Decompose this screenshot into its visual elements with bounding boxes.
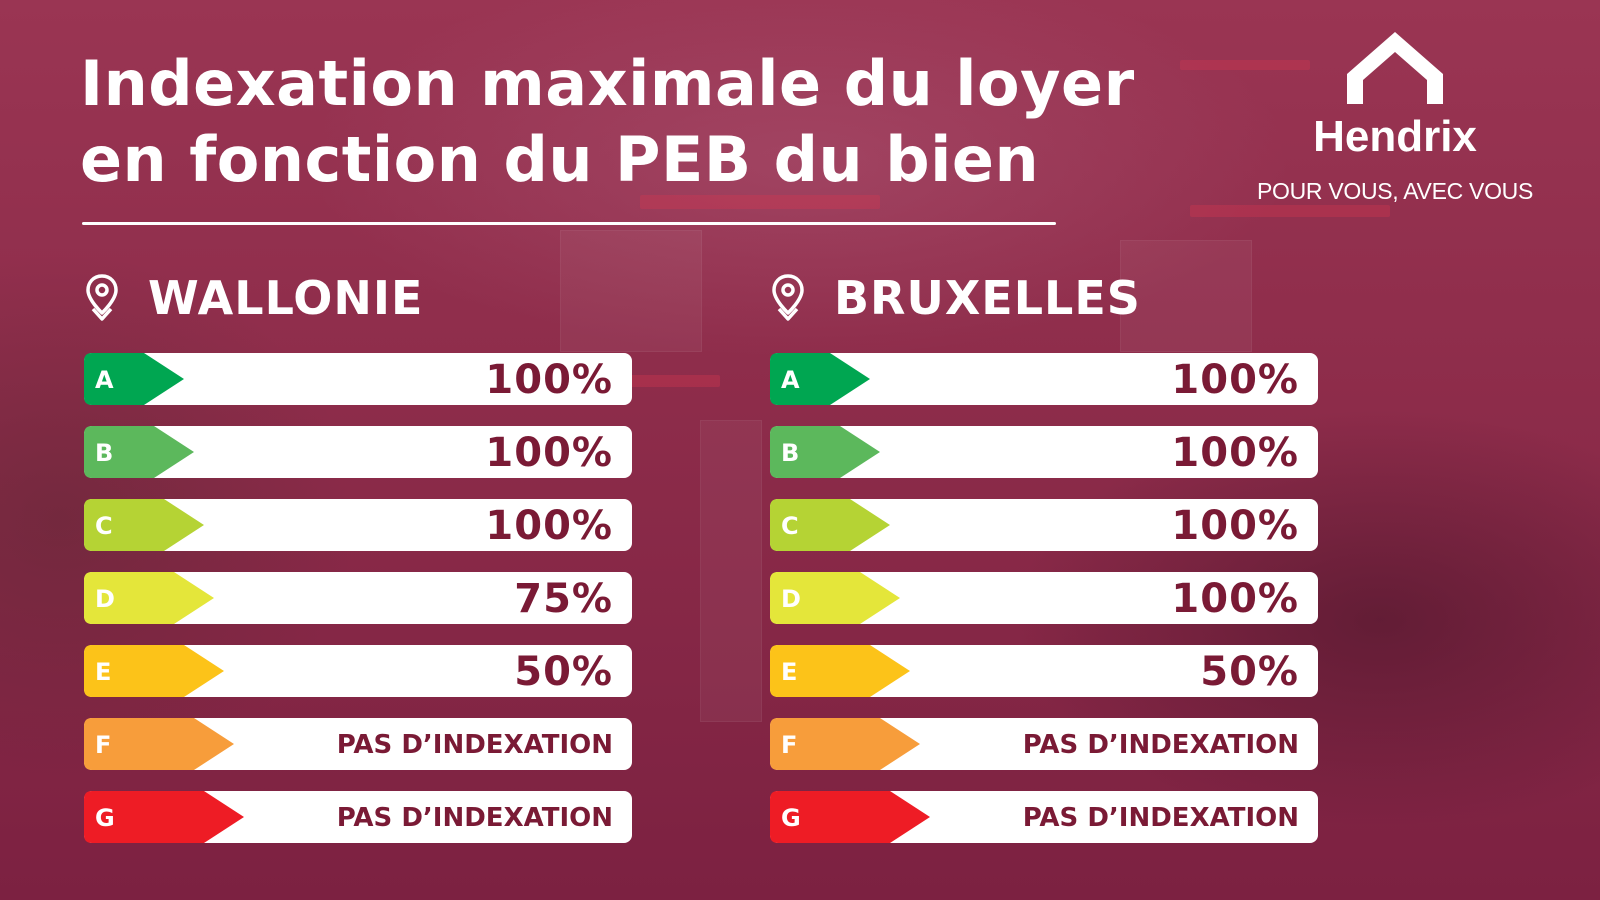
peb-arrow-shape (770, 426, 880, 478)
peb-arrow-shape (770, 718, 920, 770)
peb-row-c: C 100% (770, 499, 1318, 551)
rating-list: A 100% B 100% C 100% D 100% E 50% F PAS D’INDEXATIO… (770, 353, 1330, 843)
region-name: WALLONIE (148, 271, 424, 325)
peb-row-b: B 100% (770, 426, 1318, 478)
peb-arrow-shape (770, 499, 890, 551)
indexation-value: PAS D’INDEXATION (336, 803, 613, 833)
title-line-2: en fonction du PEB du bien (80, 123, 1040, 196)
peb-row-e: E 50% (84, 645, 632, 697)
peb-row-a: A 100% (84, 353, 632, 405)
brand-logo: Hendrix POUR VOUS, AVEC VOUS (1245, 28, 1545, 206)
peb-arrow-shape (84, 718, 234, 770)
peb-arrow-shape (84, 645, 224, 697)
indexation-value: PAS D’INDEXATION (1022, 803, 1299, 833)
region-bruxelles: BRUXELLES A 100% B 100% C 100% D 100% E 50% F PAS D… (770, 268, 1330, 864)
peb-row-a: A 100% (770, 353, 1318, 405)
house-roof-icon (1347, 32, 1443, 104)
peb-row-d: D 75% (84, 572, 632, 624)
peb-class-label: G (781, 804, 801, 832)
peb-class-label: F (781, 731, 798, 759)
peb-class-label: A (781, 366, 800, 394)
peb-row-c: C 100% (84, 499, 632, 551)
peb-arrow-shape (770, 791, 930, 843)
peb-arrow-shape (770, 572, 900, 624)
peb-class-label: E (781, 658, 798, 686)
indexation-value: 100% (485, 430, 613, 476)
map-pin-icon (86, 274, 118, 321)
peb-row-e: E 50% (770, 645, 1318, 697)
peb-class-label: A (95, 366, 114, 394)
indexation-value: 50% (514, 649, 613, 695)
indexation-value: 75% (514, 576, 613, 622)
peb-class-label: C (781, 512, 799, 540)
title-line-1: Indexation maximale du loyer (80, 47, 1135, 120)
indexation-value: PAS D’INDEXATION (336, 730, 613, 760)
indexation-value: PAS D’INDEXATION (1022, 730, 1299, 760)
peb-arrow-shape (84, 353, 184, 405)
indexation-value: 100% (485, 357, 613, 403)
indexation-value: 100% (1171, 357, 1299, 403)
peb-row-d: D 100% (770, 572, 1318, 624)
indexation-value: 50% (1200, 649, 1299, 695)
indexation-value: 100% (1171, 576, 1299, 622)
peb-arrow-shape (770, 353, 870, 405)
peb-class-label: G (95, 804, 115, 832)
peb-class-label: D (95, 585, 115, 613)
peb-row-g: G PAS D’INDEXATION (84, 791, 632, 843)
region-header: WALLONIE (84, 268, 644, 328)
brand-name: Hendrix (1313, 112, 1477, 161)
map-pin-icon (772, 274, 804, 321)
region-wallonie: WALLONIE A 100% B 100% C 100% D 75% E 50% F PAS D’I… (84, 268, 644, 864)
peb-arrow-shape (84, 572, 214, 624)
peb-row-g: G PAS D’INDEXATION (770, 791, 1318, 843)
indexation-value: 100% (1171, 503, 1299, 549)
rating-list: A 100% B 100% C 100% D 75% E 50% F PAS D’INDEXATION… (84, 353, 644, 843)
title-divider (82, 222, 1056, 225)
peb-class-label: D (781, 585, 801, 613)
peb-class-label: E (95, 658, 112, 686)
peb-row-f: F PAS D’INDEXATION (770, 718, 1318, 770)
peb-arrow-shape (770, 645, 910, 697)
peb-class-label: B (95, 439, 114, 467)
page-title: Indexation maximale du loyer en fonction… (80, 46, 1135, 198)
region-name: BRUXELLES (834, 271, 1141, 325)
indexation-value: 100% (1171, 430, 1299, 476)
peb-arrow-shape (84, 791, 244, 843)
peb-row-b: B 100% (84, 426, 632, 478)
peb-class-label: B (781, 439, 800, 467)
region-header: BRUXELLES (770, 268, 1330, 328)
indexation-value: 100% (485, 503, 613, 549)
brand-tagline: POUR VOUS, AVEC VOUS (1256, 178, 1534, 204)
peb-class-label: F (95, 731, 112, 759)
peb-class-label: C (95, 512, 113, 540)
peb-arrow-shape (84, 499, 204, 551)
peb-arrow-shape (84, 426, 194, 478)
peb-row-f: F PAS D’INDEXATION (84, 718, 632, 770)
